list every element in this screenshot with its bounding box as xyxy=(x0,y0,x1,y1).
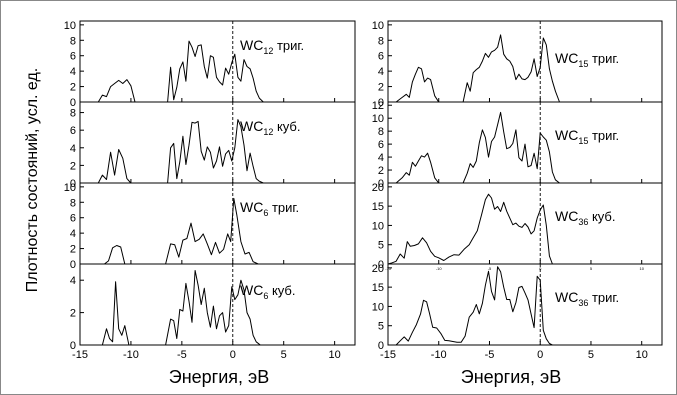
x-tick-label: -15 xyxy=(72,349,88,361)
y-tick-label: 4 xyxy=(378,66,384,78)
y-tick-label: 8 xyxy=(70,108,76,120)
y-tick-label: 2 xyxy=(70,160,76,172)
y-tick-label: 4 xyxy=(70,275,76,287)
y-tick-label: 4 xyxy=(70,228,76,240)
dos-curve-left-2 xyxy=(97,119,264,184)
x-tick-label: -10 xyxy=(431,349,447,361)
panel-right-4: 0 5 10 15 20 -15 -10 -5 0 5 10 WC36 триг. xyxy=(372,263,663,361)
panel-label: WC12 куб. xyxy=(240,118,301,137)
y-tick-label: 0 xyxy=(378,340,384,352)
x-axis-label-right: Энергия, эВ xyxy=(461,367,561,387)
panel-label: WC12 триг. xyxy=(240,37,304,56)
x-axis-label-left: Энергия, эВ xyxy=(169,367,269,387)
x-tick-label: 5 xyxy=(588,349,594,361)
dos-curve-left-1 xyxy=(97,40,264,103)
panel-label: WC36 триг. xyxy=(555,289,619,308)
x-tick-label: 0 xyxy=(539,266,542,271)
y-tick-label: 4 xyxy=(70,66,76,78)
y-tick-label: 2 xyxy=(70,308,76,320)
x-tick-label: 10 xyxy=(329,349,341,361)
y-axis-label: Плотность состояний, усл. ед. xyxy=(24,68,41,293)
x-tick-label: 0 xyxy=(230,349,236,361)
panel-label: WC6 куб. xyxy=(240,282,296,301)
x-tick-label: 5 xyxy=(590,266,593,271)
x-tick-label: -10 xyxy=(436,266,443,271)
y-tick-label: 20 xyxy=(372,182,384,194)
y-tick-label: 5 xyxy=(378,321,384,333)
panel-label: WC15 триг. xyxy=(555,127,619,146)
panel-label: WC36 куб. xyxy=(555,208,616,227)
x-tick-label: 10 xyxy=(639,266,644,271)
panel-frame xyxy=(387,263,663,346)
y-tick-label: 0 xyxy=(70,259,76,271)
dos-curve-left-3 xyxy=(104,197,259,265)
y-tick-label: 0 xyxy=(378,97,384,109)
y-tick-label: 6 xyxy=(378,139,384,151)
x-tick-label: -5 xyxy=(488,266,492,271)
panel-right-1: 0 2 4 6 8 10 WC15 триг. xyxy=(372,20,663,109)
y-tick-label: 5 xyxy=(378,240,384,252)
y-tick-label: 2 xyxy=(70,244,76,256)
y-tick-label: 15 xyxy=(372,201,384,213)
x-tick-label: -10 xyxy=(123,349,139,361)
x-tick-label: -15 xyxy=(380,349,396,361)
y-tick-label: 10 xyxy=(372,113,384,125)
x-tick-label: -5 xyxy=(177,349,187,361)
y-tick-label: 10 xyxy=(372,220,384,232)
y-tick-label: 2 xyxy=(378,82,384,94)
y-tick-label: 20 xyxy=(372,263,384,275)
y-tick-label: 12 xyxy=(372,100,384,112)
y-tick-label: 6 xyxy=(70,125,76,137)
y-tick-label: 2 xyxy=(70,82,76,94)
y-tick-label: 4 xyxy=(70,143,76,155)
y-tick-label: 8 xyxy=(70,35,76,47)
dos-curve-right-4 xyxy=(395,266,553,346)
y-tick-label: 6 xyxy=(70,213,76,225)
y-tick-label: 0 xyxy=(70,178,76,190)
y-tick-label: 0 xyxy=(378,259,384,271)
x-tick-label: 5 xyxy=(281,349,287,361)
y-tick-label: 15 xyxy=(372,282,384,294)
panel-frame xyxy=(79,263,356,346)
y-tick-label: 0 xyxy=(70,340,76,352)
y-tick-label: 8 xyxy=(70,197,76,209)
y-tick-label: 0 xyxy=(70,97,76,109)
x-tick-label: 0 xyxy=(537,349,543,361)
y-tick-label: 4 xyxy=(378,152,384,164)
x-tick-label: 10 xyxy=(636,349,648,361)
panel-label: WC6 триг. xyxy=(240,199,299,218)
y-tick-label: 10 xyxy=(64,20,76,32)
y-tick-label: 8 xyxy=(378,126,384,138)
y-tick-label: 10 xyxy=(64,182,76,194)
y-tick-label: 8 xyxy=(378,35,384,47)
dos-curve-right-3 xyxy=(387,193,553,265)
y-tick-label: 2 xyxy=(378,165,384,177)
x-tick-label: -5 xyxy=(485,349,495,361)
y-tick-label: 6 xyxy=(378,51,384,63)
y-tick-label: 6 xyxy=(70,51,76,63)
dos-curve-left-4 xyxy=(101,270,261,346)
dos-curve-right-1 xyxy=(395,34,560,103)
dos-curve-right-2 xyxy=(395,111,560,184)
panel-left-2: 0 2 4 6 8 WC12 куб. xyxy=(70,101,356,190)
y-tick-label: 10 xyxy=(372,20,384,32)
panel-left-4: 0 2 4 -15 -10 -5 0 5 10 WC6 куб. xyxy=(70,263,356,361)
panel-label: WC15 триг. xyxy=(555,50,619,69)
y-tick-label: 0 xyxy=(378,178,384,190)
y-tick-label: 10 xyxy=(372,301,384,313)
